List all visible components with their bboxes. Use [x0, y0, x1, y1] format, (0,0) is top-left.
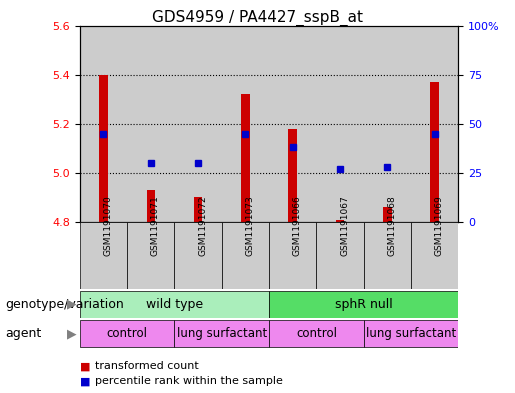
- Text: genotype/variation: genotype/variation: [5, 298, 124, 311]
- Text: agent: agent: [5, 327, 41, 340]
- Bar: [316, 26, 364, 222]
- Bar: [336, 220, 345, 222]
- Text: GSM1191066: GSM1191066: [293, 195, 302, 256]
- FancyBboxPatch shape: [175, 320, 269, 347]
- Bar: [80, 26, 127, 222]
- Text: ▶: ▶: [66, 327, 76, 340]
- Text: lung surfactant: lung surfactant: [366, 327, 456, 340]
- Bar: [127, 26, 175, 222]
- FancyBboxPatch shape: [80, 320, 175, 347]
- FancyBboxPatch shape: [316, 222, 364, 289]
- FancyBboxPatch shape: [269, 290, 458, 318]
- Text: GSM1191069: GSM1191069: [435, 195, 444, 256]
- Text: ■: ■: [80, 376, 90, 386]
- FancyBboxPatch shape: [269, 320, 364, 347]
- FancyBboxPatch shape: [411, 222, 458, 289]
- Bar: [194, 197, 202, 222]
- FancyBboxPatch shape: [364, 222, 411, 289]
- FancyBboxPatch shape: [80, 222, 127, 289]
- FancyBboxPatch shape: [80, 290, 269, 318]
- Bar: [364, 26, 411, 222]
- Bar: [431, 82, 439, 222]
- Text: GSM1191073: GSM1191073: [246, 195, 254, 256]
- Text: ■: ■: [80, 361, 90, 371]
- Text: sphR null: sphR null: [335, 298, 392, 311]
- Text: ▶: ▶: [66, 298, 76, 311]
- FancyBboxPatch shape: [175, 222, 222, 289]
- Bar: [383, 207, 391, 222]
- FancyBboxPatch shape: [269, 222, 316, 289]
- Text: GSM1191071: GSM1191071: [151, 195, 160, 256]
- Text: percentile rank within the sample: percentile rank within the sample: [95, 376, 283, 386]
- Text: GDS4959 / PA4427_sspB_at: GDS4959 / PA4427_sspB_at: [152, 10, 363, 26]
- Text: control: control: [296, 327, 337, 340]
- Text: transformed count: transformed count: [95, 361, 199, 371]
- Text: GSM1191068: GSM1191068: [387, 195, 397, 256]
- FancyBboxPatch shape: [222, 222, 269, 289]
- Bar: [241, 94, 250, 222]
- Bar: [269, 26, 316, 222]
- Bar: [175, 26, 222, 222]
- Text: wild type: wild type: [146, 298, 203, 311]
- Bar: [222, 26, 269, 222]
- Text: GSM1191067: GSM1191067: [340, 195, 349, 256]
- FancyBboxPatch shape: [127, 222, 175, 289]
- Text: GSM1191072: GSM1191072: [198, 195, 207, 256]
- Text: control: control: [107, 327, 148, 340]
- Text: GSM1191070: GSM1191070: [104, 195, 112, 256]
- Bar: [288, 129, 297, 222]
- Text: lung surfactant: lung surfactant: [177, 327, 267, 340]
- Bar: [411, 26, 458, 222]
- Bar: [147, 190, 155, 222]
- Bar: [99, 75, 108, 222]
- FancyBboxPatch shape: [364, 320, 458, 347]
